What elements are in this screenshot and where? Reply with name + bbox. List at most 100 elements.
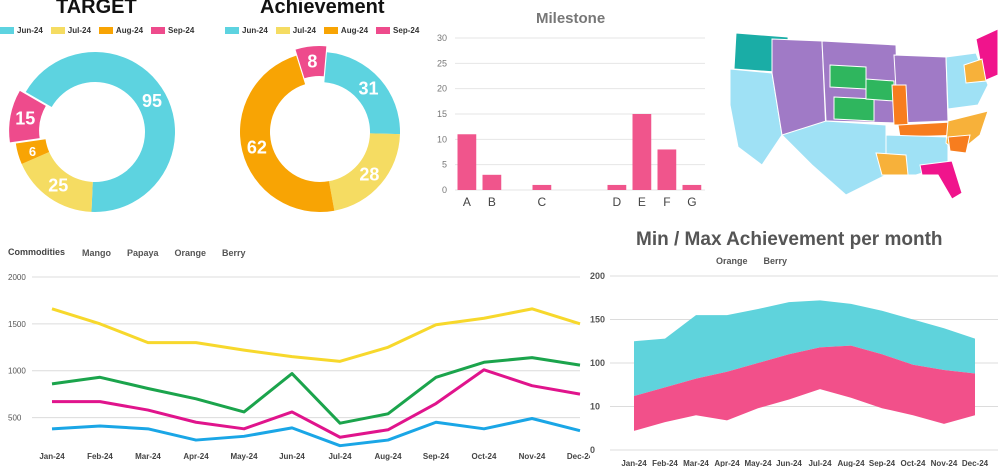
y-tick-label: 0 (590, 445, 595, 455)
legend-swatch (151, 27, 166, 34)
x-tick-label: Jul-24 (328, 452, 352, 461)
y-tick-label: 25 (437, 58, 447, 68)
y-tick-label: 30 (437, 33, 447, 43)
milestone-title: Milestone (536, 10, 606, 27)
legend-label: Aug-24 (115, 26, 144, 35)
legend-item: Jun-24 (225, 26, 268, 35)
legend-label: Jul-24 (292, 26, 316, 35)
legend-item: Sep-24 (151, 26, 194, 35)
x-tick-label: Feb-24 (652, 459, 678, 467)
legend-item: Berry (218, 248, 246, 258)
milestone-bar (682, 184, 702, 190)
donut-slice-sep-24 (295, 46, 327, 79)
y-tick-label: 500 (8, 414, 22, 423)
area-berry (634, 300, 975, 397)
map-region-louisiana (875, 152, 909, 176)
x-tick-label: E (638, 195, 646, 209)
y-tick-label: 5 (442, 160, 447, 170)
x-tick-label: May-24 (230, 452, 258, 461)
minmax-title: Min / Max Achievement per month (636, 229, 943, 250)
y-tick-label: 100 (590, 358, 605, 368)
legend-label: Orange (716, 256, 748, 266)
milestone-chart: 0 5 10 15 20 25 30 A B C D E F G (437, 33, 705, 209)
legend-swatch (225, 27, 239, 34)
donut-value-label: 8 (307, 51, 317, 71)
donut-value-label: 28 (359, 164, 379, 184)
x-tick-label: C (538, 195, 547, 209)
y-tick-label: 0 (442, 185, 447, 195)
x-tick-label: Apr-24 (183, 452, 209, 461)
y-tick-label: 10 (437, 134, 447, 144)
legend-swatch (98, 27, 113, 34)
achievement-donut: 31 28 62 8 (240, 46, 400, 213)
donut-value-label: 62 (247, 138, 267, 158)
legend-label: Papaya (127, 248, 159, 258)
x-tick-label: Mar-24 (683, 459, 709, 467)
commodities-chart: 500 1000 1500 2000 Jan-24 Feb-24 Mar-24 Apr-24 M… (8, 273, 590, 461)
donut-slice-jul-24 (21, 152, 93, 212)
legend-swatch (0, 27, 14, 34)
milestone-bar (632, 114, 652, 190)
donut-value-label: 15 (15, 109, 35, 129)
x-tick-label: Jul-24 (808, 459, 832, 467)
y-tick-label: 1500 (8, 320, 26, 329)
x-tick-label: B (488, 195, 496, 209)
x-tick-label: Jan-24 (39, 452, 65, 461)
legend-label: Berry (222, 248, 246, 258)
map-region-florida (919, 160, 963, 200)
donut-value-label: 95 (142, 91, 162, 111)
donut-slice-jul-24 (328, 133, 400, 211)
legend-label: Jun-24 (242, 26, 268, 35)
x-tick-label: Dec-24 (962, 459, 989, 467)
x-tick-label: Dec-24 (567, 452, 590, 461)
commodities-label: Commodities (8, 247, 66, 257)
legend-item: Aug-24 (98, 26, 144, 35)
x-tick-label: Sep-24 (423, 452, 450, 461)
x-tick-label: F (663, 195, 670, 209)
x-tick-label: Apr-24 (714, 459, 740, 467)
x-tick-label: A (463, 195, 471, 209)
milestone-bar (482, 174, 502, 190)
x-tick-label: Oct-24 (472, 452, 497, 461)
series-line-mango (51, 307, 581, 363)
y-tick-label: 15 (437, 109, 447, 119)
y-tick-label: 20 (437, 84, 447, 94)
legend-label: Orange (174, 248, 207, 258)
legend-item: Jul-24 (50, 26, 91, 35)
y-tick-label: 2000 (8, 273, 26, 282)
legend-label: Jun-24 (17, 26, 43, 35)
minmax-legend: Orange Berry (712, 256, 787, 266)
series-line-papaya (51, 356, 581, 425)
target-title: TARGET (56, 0, 137, 18)
legend-item: Orange (171, 248, 207, 258)
map-region-mountain (771, 38, 827, 136)
legend-item: Sep-24 (376, 26, 419, 35)
x-tick-label: May-24 (744, 459, 772, 467)
legend-item: Mango (78, 248, 111, 258)
series-line-orange (52, 368, 581, 439)
legend-item: Aug-24 (323, 26, 369, 35)
legend-swatch (323, 27, 338, 34)
x-tick-label: G (687, 195, 696, 209)
donut-slice-jun-24 (324, 52, 400, 135)
donut-slice-aug-24 (15, 139, 50, 165)
donut-slice-aug-24 (240, 55, 335, 213)
legend-label: Aug-24 (340, 26, 369, 35)
map-region-kansas (833, 96, 875, 122)
legend-label: Sep-24 (168, 26, 195, 35)
legend-item: Jun-24 (0, 26, 43, 35)
x-tick-label: D (613, 195, 622, 209)
y-tick-label: 200 (590, 271, 605, 281)
x-tick-label: Sep-24 (869, 459, 896, 467)
donut-slice-jun-24 (25, 52, 176, 212)
x-tick-label: Mar-24 (135, 452, 161, 461)
x-tick-label: Feb-24 (87, 452, 113, 461)
x-tick-label: Aug-24 (374, 452, 402, 461)
legend-item: Papaya (123, 248, 159, 258)
x-tick-label: Jun-24 (776, 459, 802, 467)
legend-label: Jul-24 (67, 26, 91, 35)
legend-label: Berry (763, 256, 788, 266)
x-tick-label: Jan-24 (621, 459, 647, 467)
legend-label: Sep-24 (393, 26, 420, 35)
